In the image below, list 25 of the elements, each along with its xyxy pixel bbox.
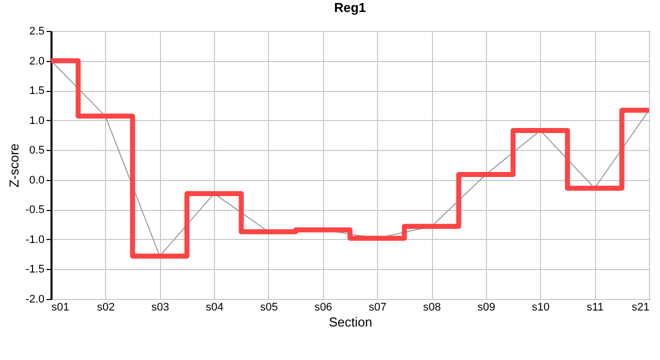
y-tick-label: 0.5 [29,144,44,157]
x-tick-label: s06 [314,302,332,314]
x-tick-label: s02 [96,302,115,314]
x-axis-title: Section [328,314,372,330]
x-tick-label: s03 [151,302,170,314]
y-tick-label: -1.0 [26,234,44,246]
x-tick-label: s04 [206,302,224,314]
x-tick-label: s21 [632,302,650,314]
x-tick-label: s09 [478,302,496,314]
y-tick-label: -1.5 [26,264,44,276]
x-tick-label: s01 [52,302,70,314]
y-axis-title: Z-score [6,143,22,188]
x-tick-label: s08 [423,302,441,314]
y-tick-label: 2.5 [29,26,44,38]
x-tick-label: s11 [586,302,604,314]
x-tick-label: s10 [532,302,550,314]
y-tick-label: 1.0 [29,114,44,127]
chart-title: Reg1 [334,0,366,15]
y-tick-label: 0.0 [29,174,44,186]
y-tick-label: -2.0 [26,294,44,306]
y-tick-label: -0.5 [26,204,44,216]
y-tick-label: 2.0 [29,55,44,68]
x-tick-label: s05 [260,302,278,314]
y-tick-label: 1.5 [29,85,44,98]
x-tick-label: s07 [368,302,387,314]
